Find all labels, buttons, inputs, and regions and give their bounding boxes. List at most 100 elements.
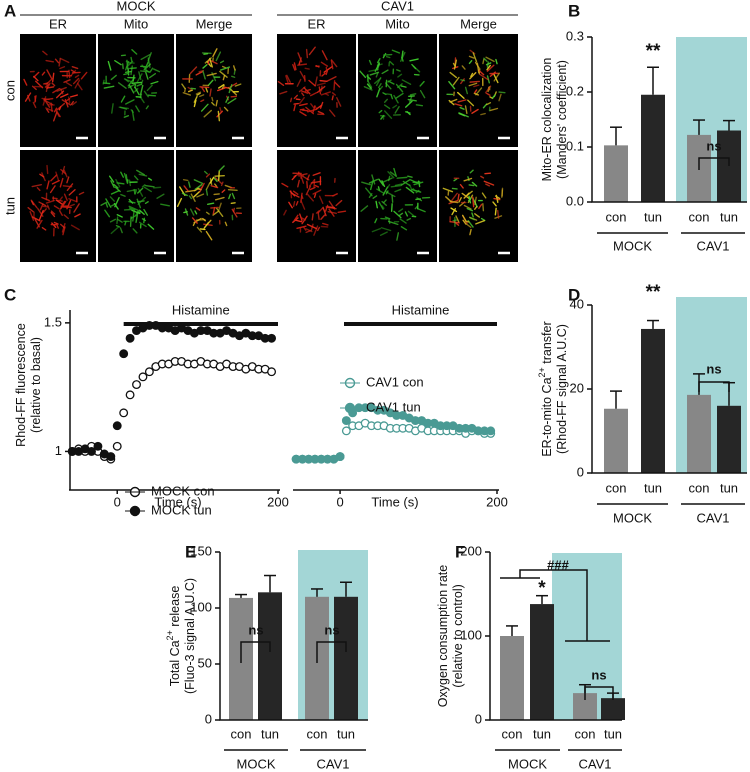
speckle xyxy=(377,83,382,89)
speckle xyxy=(460,78,465,85)
speckle xyxy=(148,177,153,181)
speckle xyxy=(231,75,236,78)
speckle xyxy=(41,97,50,101)
bar xyxy=(604,408,628,473)
speckle xyxy=(132,74,135,82)
speckle xyxy=(321,72,326,77)
column-label: Mito xyxy=(124,16,149,31)
speckle xyxy=(146,84,153,92)
y-axis-label: (Rhod-FF signal A.U.C) xyxy=(555,324,569,454)
y-axis-label-part: ER-to-mito Ca xyxy=(540,377,554,456)
speckle xyxy=(78,191,85,196)
column-label: ER xyxy=(49,16,67,31)
speckle xyxy=(55,199,64,206)
speckle xyxy=(209,177,213,186)
speckle xyxy=(195,71,203,76)
speckle xyxy=(484,85,492,94)
speckle xyxy=(453,59,458,70)
speckle xyxy=(478,69,485,76)
speckle xyxy=(36,187,41,192)
speckle xyxy=(375,72,379,78)
speckle xyxy=(145,71,149,80)
speckle xyxy=(417,208,426,213)
y-axis-label: (Fluo-3 signal A.U.C) xyxy=(183,578,197,694)
speckle xyxy=(317,207,324,214)
speckle xyxy=(372,195,378,199)
speckle xyxy=(61,99,72,106)
speckle xyxy=(221,84,225,89)
speckle xyxy=(382,92,387,96)
speckle xyxy=(381,200,387,206)
speckle xyxy=(391,194,394,203)
speckle xyxy=(471,212,474,218)
speckle xyxy=(458,112,469,118)
speckle xyxy=(407,98,417,102)
speckle xyxy=(289,97,293,103)
speckle xyxy=(335,199,343,207)
speckle xyxy=(385,82,392,90)
speckle xyxy=(60,93,69,98)
bar xyxy=(334,596,358,720)
speckle xyxy=(308,46,316,56)
speckle xyxy=(371,227,381,233)
x-tick-label: tun xyxy=(261,726,279,741)
speckle xyxy=(202,64,208,69)
speckle xyxy=(390,184,402,188)
speckle xyxy=(412,188,416,192)
speckle xyxy=(219,60,225,64)
speckle xyxy=(181,192,188,197)
speckle xyxy=(319,79,328,83)
micrograph xyxy=(176,150,252,262)
y-tick-label: 1 xyxy=(55,443,62,458)
speckle xyxy=(140,70,147,73)
data-point xyxy=(87,446,96,456)
speckle xyxy=(46,108,50,113)
annotation: ns xyxy=(591,667,606,682)
stimulus-bar xyxy=(344,322,497,326)
speckle xyxy=(468,184,475,187)
speckle xyxy=(312,189,322,195)
speckle xyxy=(68,69,71,79)
speckle xyxy=(451,192,458,202)
speckle xyxy=(228,84,233,94)
speckle xyxy=(458,197,462,203)
bar xyxy=(641,328,665,473)
speckle xyxy=(220,181,224,187)
speckle xyxy=(395,92,404,99)
speckle xyxy=(141,218,146,222)
speckle xyxy=(394,183,403,187)
speckle xyxy=(297,179,300,188)
speckle xyxy=(409,93,417,96)
x-tick-label: tun xyxy=(720,209,738,224)
speckle xyxy=(55,171,60,181)
speckle xyxy=(221,189,226,193)
speckle xyxy=(199,94,205,98)
speckle xyxy=(38,201,47,207)
speckle xyxy=(218,83,225,89)
y-tick-label: 0 xyxy=(205,711,212,726)
speckle xyxy=(32,101,37,109)
speckle xyxy=(309,186,316,191)
speckle xyxy=(212,48,218,58)
speckle xyxy=(398,208,404,213)
speckle xyxy=(63,214,69,220)
speckle xyxy=(400,226,408,231)
speckle xyxy=(469,228,472,236)
speckle xyxy=(379,231,388,236)
y-tick-label: 0.3 xyxy=(566,28,584,43)
panel-label: E xyxy=(185,542,196,561)
x-tick-label: 0 xyxy=(114,494,121,509)
speckle xyxy=(390,93,394,100)
speckle xyxy=(205,87,209,93)
speckle xyxy=(299,103,308,107)
speckle xyxy=(501,189,504,198)
speckle xyxy=(407,210,415,217)
speckle xyxy=(219,66,231,71)
significance-bracket xyxy=(519,569,588,641)
speckle xyxy=(61,165,66,175)
panel-label: F xyxy=(455,542,465,561)
speckle xyxy=(123,114,130,118)
speckle xyxy=(210,185,219,189)
speckle xyxy=(136,73,143,84)
